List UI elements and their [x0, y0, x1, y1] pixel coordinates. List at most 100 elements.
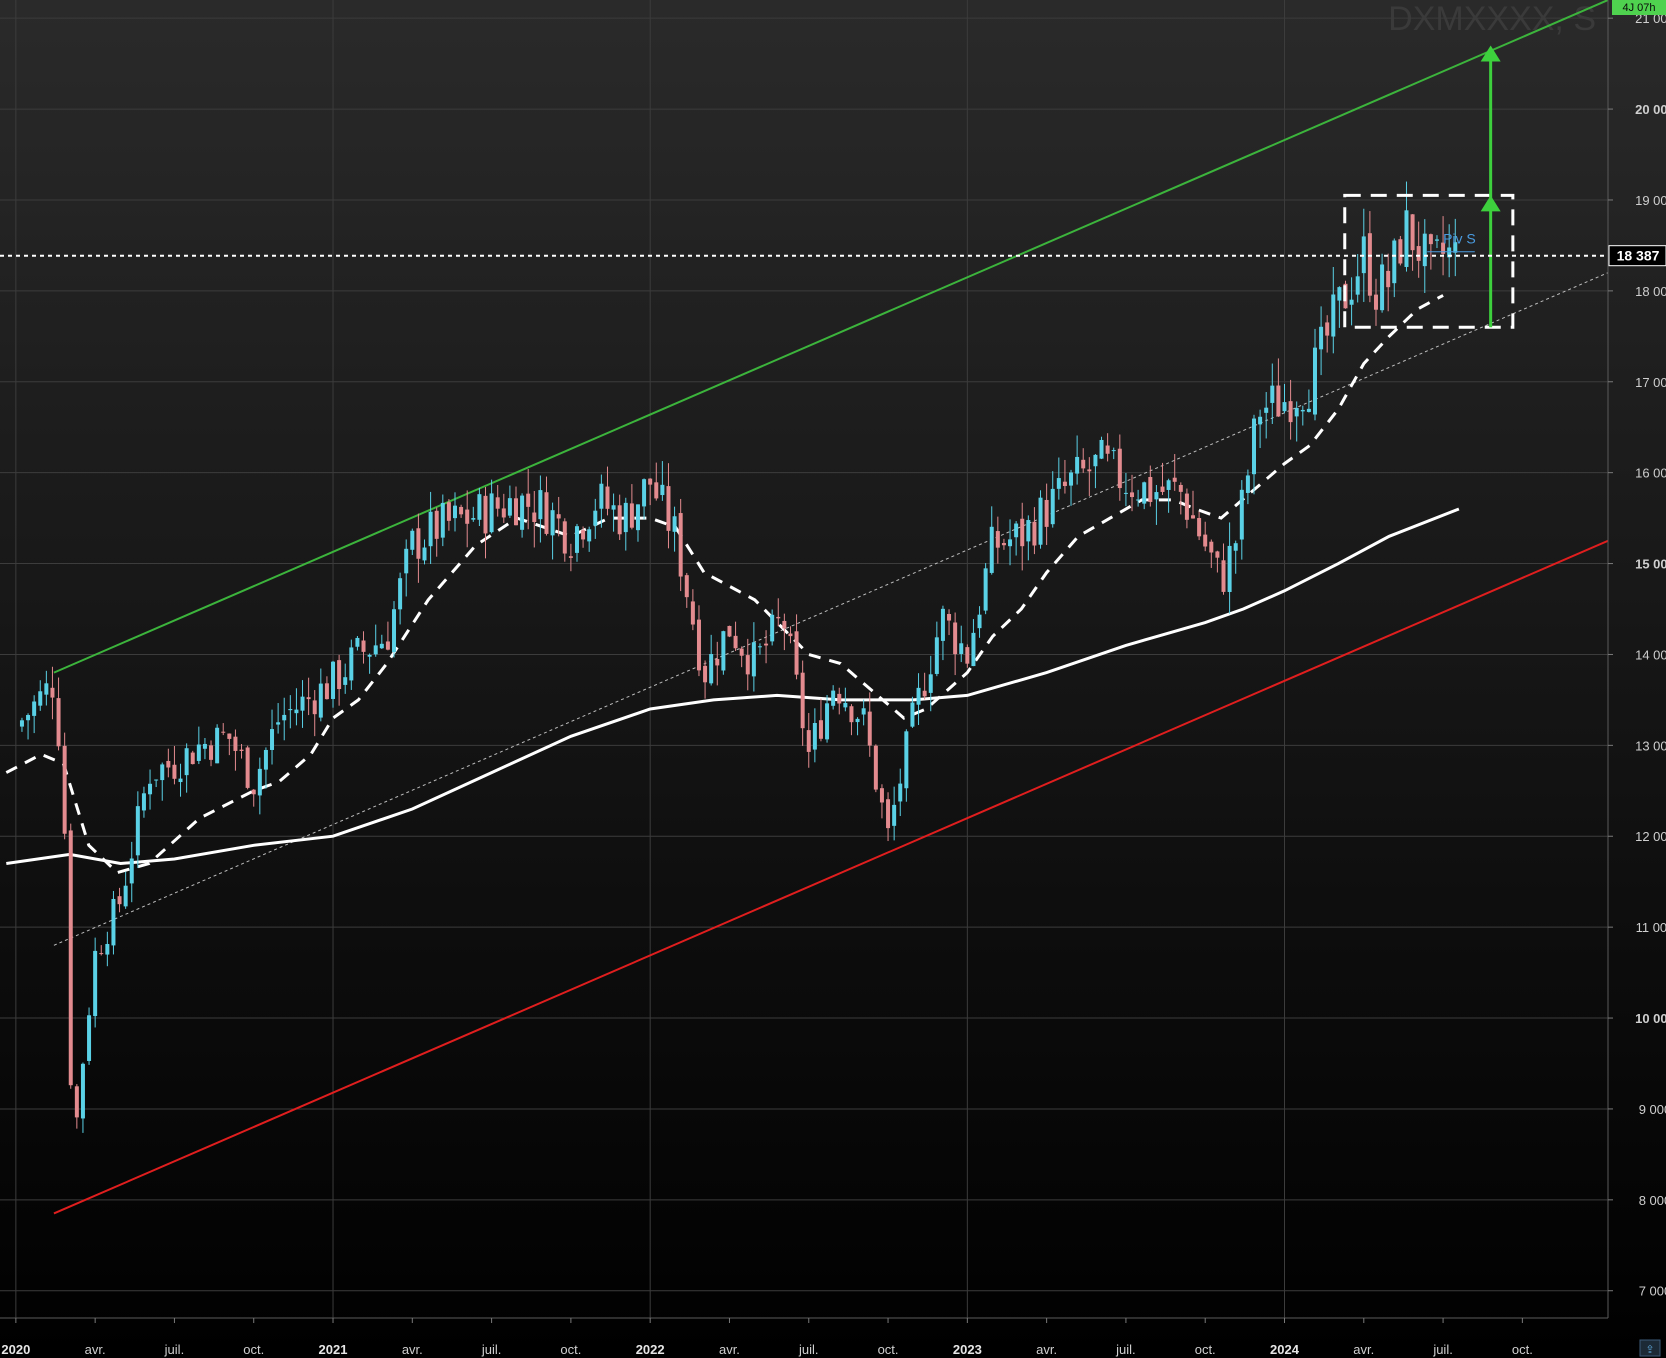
candle-body — [361, 640, 366, 652]
candle-body — [971, 632, 976, 667]
candle-body — [1184, 493, 1189, 520]
candle-body — [605, 486, 610, 509]
candle-body — [1416, 246, 1421, 261]
candle-body — [776, 616, 781, 619]
candle-body — [1306, 408, 1311, 412]
lower-channel-line — [53, 539, 1608, 1215]
candle-body — [837, 693, 842, 704]
candle-body — [684, 575, 689, 598]
candle-body — [556, 514, 561, 519]
candle-body — [239, 749, 244, 751]
candle-body — [739, 648, 744, 656]
candle-body — [190, 752, 195, 765]
candle-body — [568, 556, 573, 558]
candle-body — [233, 736, 238, 751]
candle-body — [1203, 534, 1208, 547]
y-tick-label: 13 000 — [1635, 738, 1666, 753]
candle-body — [544, 492, 549, 534]
pivot-label: Piv S — [1443, 231, 1476, 247]
x-tick-label: juil. — [798, 1342, 819, 1357]
candle-body — [1410, 214, 1415, 251]
candle-body — [501, 508, 506, 518]
x-axis[interactable]: 2020 avr. juil. oct. 2021 avr. juil. oct. 2022 av… — [1, 1318, 1533, 1357]
candle-body — [294, 709, 299, 714]
candle-body — [495, 497, 500, 509]
candle-body — [99, 953, 104, 955]
candle-body — [312, 700, 317, 715]
candle-body — [1215, 551, 1220, 558]
candle-body — [922, 690, 927, 697]
candle-body — [245, 747, 250, 788]
candle-body — [1233, 543, 1238, 551]
candle-body — [709, 654, 714, 684]
candle-body — [983, 568, 988, 611]
candle-body — [678, 513, 683, 577]
candle-body — [526, 493, 531, 507]
candle-body — [471, 518, 476, 520]
candle-body — [80, 1063, 85, 1119]
candle-body — [703, 665, 708, 683]
candle-body — [977, 614, 982, 629]
candle-body — [392, 609, 397, 652]
candle-body — [1276, 385, 1281, 417]
candle-body — [886, 799, 891, 829]
candle-body — [1245, 475, 1250, 493]
candle-body — [861, 708, 866, 715]
candle-body — [1239, 489, 1244, 540]
candle-body — [1123, 492, 1128, 494]
candle-body — [105, 944, 110, 955]
candle-body — [154, 779, 159, 781]
second-target-arrowhead — [1480, 45, 1501, 62]
candle-body — [538, 490, 543, 520]
candle-body — [825, 703, 830, 740]
long-moving-average — [6, 507, 1460, 866]
candle-body — [1142, 482, 1147, 504]
consolidation-box — [1343, 193, 1515, 329]
candle-body — [263, 749, 268, 770]
candle-body — [221, 731, 226, 733]
candle-body — [300, 696, 305, 711]
candle-body — [1075, 456, 1080, 474]
x-tick-label: avr. — [719, 1342, 740, 1357]
y-tick-label: 8 000 — [1639, 1193, 1666, 1208]
x-tick-label: oct. — [1195, 1342, 1216, 1357]
candle-body — [947, 614, 952, 621]
candle-body — [434, 510, 439, 539]
x-tick-label: oct. — [243, 1342, 264, 1357]
candle-body — [87, 1015, 92, 1061]
candle-body — [764, 643, 769, 646]
y-axis[interactable]: 7 000 8 000 9 000 10 000 11 000 12 000 13 000 1… — [1608, 11, 1666, 1299]
scroll-icon[interactable]: ⇪ — [1639, 1339, 1661, 1357]
timer-badge-text: 4J 07h — [1622, 2, 1655, 14]
candle-body — [1105, 445, 1110, 454]
candle-body — [611, 505, 616, 510]
candle-body — [1008, 539, 1013, 547]
candle-body — [44, 683, 49, 695]
candle-body — [1258, 416, 1263, 425]
y-tick-label: 17 000 — [1635, 375, 1666, 390]
candle-body — [642, 479, 647, 507]
candle-body — [477, 494, 482, 520]
candle-body — [1020, 518, 1025, 547]
candle-body — [629, 503, 634, 528]
candle-body — [282, 714, 287, 721]
candle-body — [398, 578, 403, 610]
candle-body — [898, 783, 903, 802]
candle-body — [1160, 486, 1165, 492]
candle-body — [227, 733, 232, 739]
candle-body — [440, 502, 445, 538]
candle-body — [1252, 418, 1257, 475]
candle-body — [1117, 448, 1122, 489]
candle-body — [867, 711, 872, 746]
candle-body — [74, 1086, 79, 1118]
candle-body — [1032, 521, 1037, 546]
candle-body — [251, 789, 256, 795]
candle-body — [129, 858, 134, 884]
candle-body — [141, 793, 146, 811]
candle-body — [1227, 545, 1232, 592]
mid-trend-line — [53, 272, 1608, 946]
candle-body — [172, 764, 177, 779]
candle-body — [184, 748, 189, 776]
x-tick-label: juil. — [1432, 1342, 1453, 1357]
